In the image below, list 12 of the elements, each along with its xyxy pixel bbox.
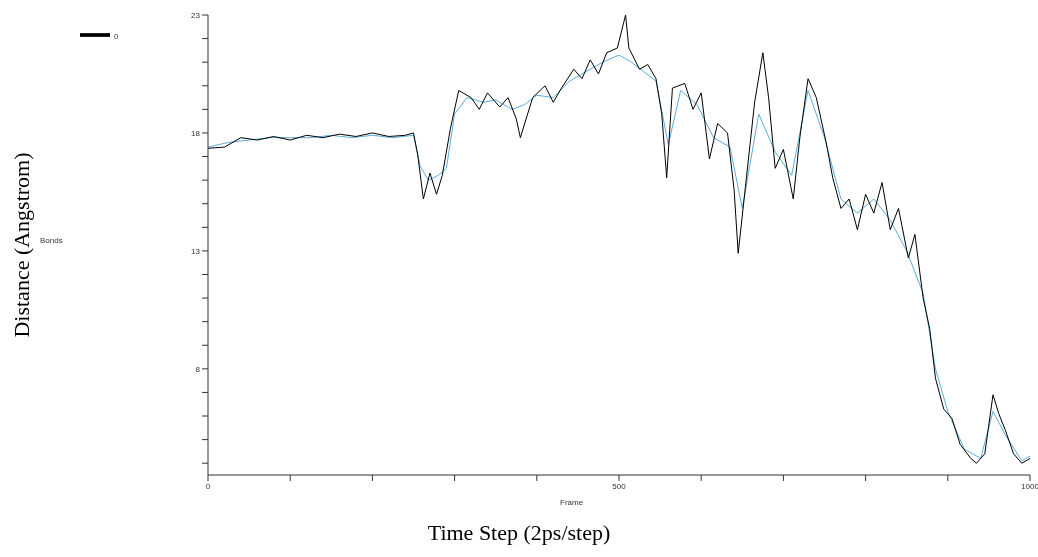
x-tick-label: 500 xyxy=(612,481,627,491)
y-tick-label: 18 xyxy=(191,128,201,138)
text: Bonds xyxy=(40,236,63,245)
y-tick-label: 8 xyxy=(195,364,201,374)
text: Time Step (2ps/step) xyxy=(426,520,612,546)
y-tick-label: 23 xyxy=(191,10,201,20)
text: Distance (Angstrom) xyxy=(9,152,35,338)
legend-label: 0 xyxy=(114,32,119,42)
x-tick-label: 0 xyxy=(205,481,211,491)
y-tick-label: 13 xyxy=(191,246,201,256)
x-tick-label: 1000 xyxy=(1021,481,1038,491)
x-axis-title: Frame xyxy=(560,498,584,507)
